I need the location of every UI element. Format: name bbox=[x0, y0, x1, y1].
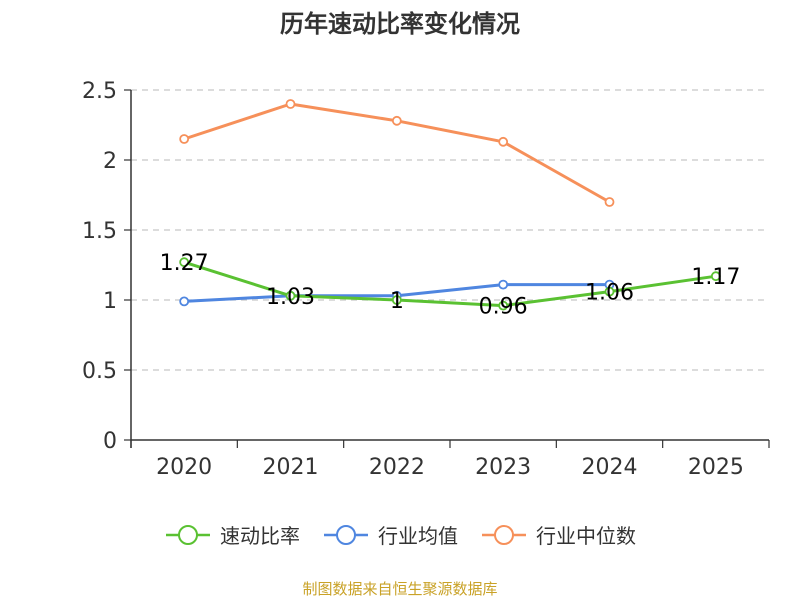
data-label: 1.06 bbox=[585, 281, 634, 306]
data-point-quick-ratio bbox=[285, 290, 296, 301]
legend-marker-industry-median bbox=[482, 524, 526, 545]
x-tick-label: 2024 bbox=[582, 455, 638, 480]
data-point-quick-ratio bbox=[498, 300, 509, 311]
legend-marker-quick-ratio bbox=[166, 524, 210, 545]
data-label: 1.27 bbox=[160, 251, 209, 276]
data-point-industry-median bbox=[498, 136, 509, 147]
series-layer bbox=[179, 99, 721, 311]
y-tick-label: 1.5 bbox=[82, 219, 117, 244]
data-point-quick-ratio bbox=[710, 271, 721, 282]
data-point-industry-mean bbox=[498, 279, 509, 290]
gridlines bbox=[131, 89, 769, 371]
data-point-quick-ratio bbox=[391, 295, 402, 305]
data-point-industry-median bbox=[604, 197, 615, 207]
data-label: 0.96 bbox=[479, 295, 528, 320]
x-tick-label: 2023 bbox=[475, 455, 531, 480]
legend-item-industry-median[interactable]: 行业中位数 bbox=[480, 520, 636, 549]
legend-label-industry-mean: 行业均值 bbox=[378, 524, 458, 548]
legend-label-industry-median: 行业中位数 bbox=[536, 524, 636, 548]
data-point-industry-mean bbox=[179, 296, 190, 307]
legend-item-industry-mean[interactable]: 行业均值 bbox=[322, 520, 458, 549]
x-tick-label: 2025 bbox=[688, 455, 744, 480]
data-label: 1 bbox=[390, 289, 404, 314]
data-point-quick-ratio bbox=[179, 257, 190, 268]
legend-marker-industry-mean bbox=[324, 524, 368, 545]
y-tick-label: 1 bbox=[103, 289, 117, 314]
axes: 0 0.5 1 1.5 2 2.5 2020 2021 2022 2023 2024 2025 bbox=[82, 79, 770, 480]
x-tick-label: 2022 bbox=[369, 455, 425, 480]
y-tick-label: 0.5 bbox=[82, 359, 117, 384]
data-label: 1.17 bbox=[691, 265, 740, 290]
legend-item-quick-ratio[interactable]: 速动比率 bbox=[164, 520, 300, 549]
x-tick-label: 2021 bbox=[263, 455, 319, 480]
y-tick-label: 2 bbox=[103, 149, 117, 174]
y-tick-label: 2.5 bbox=[82, 79, 117, 104]
data-point-industry-median bbox=[285, 99, 296, 109]
x-tick-label: 2020 bbox=[156, 455, 212, 480]
data-point-quick-ratio bbox=[604, 286, 615, 297]
data-point-industry-median bbox=[391, 115, 402, 126]
legend: 速动比率 行业均值 行业中位数 bbox=[0, 520, 800, 549]
chart-title: 历年速动比率变化情况 bbox=[280, 10, 520, 38]
data-point-industry-median bbox=[179, 134, 190, 144]
series-line-quick-ratio bbox=[183, 260, 717, 308]
data-label: 1.03 bbox=[266, 285, 315, 310]
source-note: 制图数据来自恒生聚源数据库 bbox=[302, 580, 498, 598]
data-labels: 1.27 1.03 1 0.96 1.06 1.17 bbox=[160, 251, 741, 319]
legend-label-quick-ratio: 速动比率 bbox=[220, 524, 300, 548]
y-tick-label: 0 bbox=[103, 429, 117, 454]
